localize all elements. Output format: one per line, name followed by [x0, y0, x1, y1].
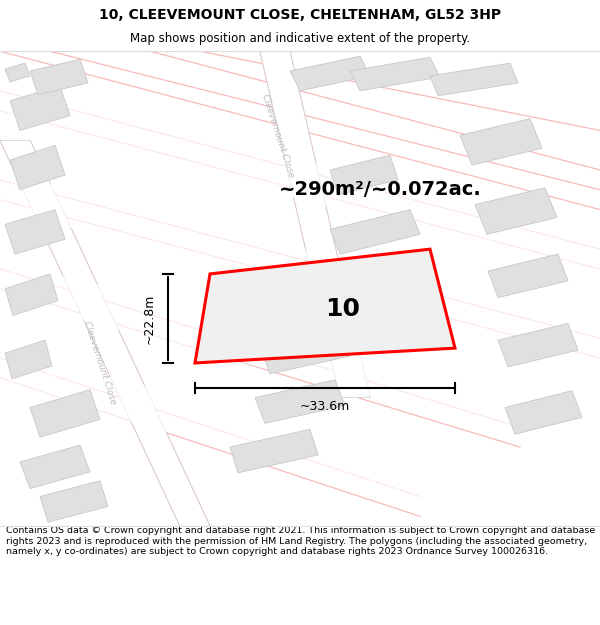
Polygon shape	[430, 63, 518, 96]
Polygon shape	[505, 391, 582, 434]
Text: ~290m²/~0.072ac.: ~290m²/~0.072ac.	[278, 180, 481, 199]
Polygon shape	[30, 390, 100, 438]
Text: ~22.8m: ~22.8m	[143, 293, 156, 344]
Polygon shape	[0, 259, 600, 457]
Polygon shape	[195, 249, 455, 363]
Polygon shape	[230, 429, 318, 472]
Polygon shape	[5, 274, 58, 316]
Polygon shape	[0, 81, 600, 279]
Polygon shape	[30, 59, 88, 95]
Text: ~33.6m: ~33.6m	[300, 399, 350, 412]
Polygon shape	[5, 209, 65, 254]
Text: Map shows position and indicative extent of the property.: Map shows position and indicative extent…	[130, 32, 470, 45]
Polygon shape	[330, 209, 420, 254]
Polygon shape	[330, 155, 398, 195]
Polygon shape	[255, 380, 345, 423]
Polygon shape	[260, 51, 370, 398]
Text: 10: 10	[325, 296, 360, 321]
Polygon shape	[488, 254, 568, 298]
Polygon shape	[0, 140, 210, 526]
Text: Contains OS data © Crown copyright and database right 2021. This information is : Contains OS data © Crown copyright and d…	[6, 526, 595, 556]
Polygon shape	[10, 86, 70, 131]
Text: Cleevemount Close: Cleevemount Close	[82, 320, 118, 406]
Polygon shape	[20, 445, 90, 489]
Polygon shape	[0, 170, 600, 368]
Polygon shape	[290, 56, 370, 91]
Polygon shape	[0, 348, 600, 546]
Polygon shape	[460, 119, 542, 165]
Polygon shape	[5, 63, 30, 82]
Text: 10, CLEEVEMOUNT CLOSE, CHELTENHAM, GL52 3HP: 10, CLEEVEMOUNT CLOSE, CHELTENHAM, GL52 …	[99, 8, 501, 22]
Polygon shape	[350, 57, 440, 91]
Polygon shape	[475, 188, 557, 234]
Text: Cleevemount Close: Cleevemount Close	[260, 92, 296, 178]
Polygon shape	[40, 481, 108, 522]
Polygon shape	[498, 323, 578, 367]
Polygon shape	[5, 340, 52, 379]
Polygon shape	[260, 330, 350, 374]
Polygon shape	[10, 145, 65, 190]
